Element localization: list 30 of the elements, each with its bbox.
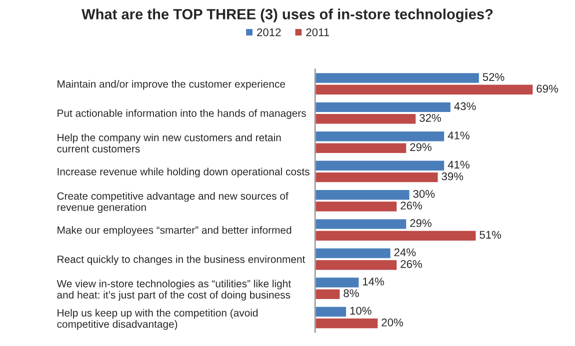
- y-tick-label: Maintain and/or improve the customer experience: [58, 80, 286, 90]
- data-label: 29%: [410, 219, 432, 228]
- data-label: 69%: [536, 84, 558, 93]
- data-label: 41%: [448, 160, 470, 169]
- y-tick-label: Increase revenue while holding down operational costs: [58, 168, 310, 178]
- data-label: 39%: [442, 172, 464, 180]
- y-tick-label: Create competitive advantage and new sources of revenue generation: [57, 192, 288, 213]
- data-label: 30%: [413, 190, 435, 198]
- data-label: 10%: [350, 306, 372, 315]
- chart-title: What are the TOP THREE (3) uses of in-store technologies?: [82, 8, 493, 22]
- legend-label: 2011: [306, 28, 330, 36]
- y-tick-label: Make our employees “smarter” and better informed: [58, 226, 292, 236]
- data-label: 51%: [480, 230, 502, 239]
- data-label: 32%: [420, 114, 441, 122]
- data-label: 52%: [482, 73, 504, 81]
- y-tick-label: Put actionable information into the hands of managers: [58, 109, 306, 119]
- y-tick-label: We view in-store technologies as “utilities” like light and heat: it’s just part of the cost of doing business: [56, 280, 291, 301]
- data-label: 26%: [400, 202, 422, 210]
- data-label: 24%: [394, 248, 416, 256]
- data-label: 26%: [400, 260, 422, 268]
- data-label: 14%: [363, 278, 384, 286]
- data-label: 41%: [448, 132, 470, 140]
- y-tick-label: Help us keep up with the competition (avoid competitive disadvantage): [57, 308, 258, 330]
- legend-label: 2012: [257, 28, 281, 36]
- data-label: 8%: [344, 289, 359, 298]
- y-tick-label: Help the company win new customers and retain current customers: [57, 134, 281, 152]
- data-label: 29%: [410, 143, 432, 152]
- data-label: 43%: [454, 102, 476, 110]
- y-tick-label: React quickly to changes in the business environment: [58, 255, 306, 266]
- data-label: 20%: [382, 318, 403, 326]
